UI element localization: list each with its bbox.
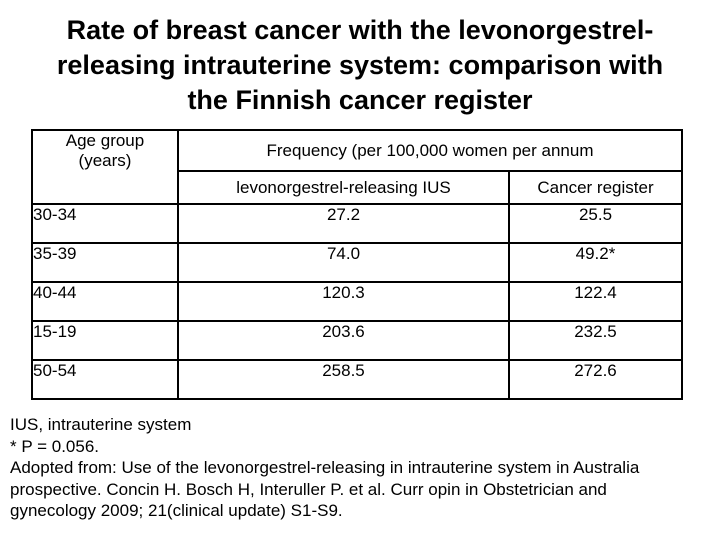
ius-value-cell: 203.6 [177, 320, 510, 361]
slide-title-line: releasing intrauterine system: compariso… [56, 50, 664, 80]
table-row: 30-34 27.2 25.5 [31, 203, 683, 244]
footnote-line: gynecology 2009; 21(clinical update) S1-… [10, 501, 343, 520]
age-cell: 50-54 [31, 359, 179, 400]
register-value-cell: 49.2* [508, 242, 683, 283]
ius-value-cell: 27.2 [177, 203, 510, 244]
table-subheader-row: levonorgestrel-releasing IUS Cancer regi… [32, 170, 683, 205]
table-row: 50-54 258.5 272.6 [31, 359, 683, 400]
table-header-row: Age group (years) Frequency (per 100,000… [31, 129, 683, 205]
slide: Rate of breast cancer with the levonorge… [0, 13, 720, 553]
footnote-line: IUS, intrauterine system [10, 415, 192, 434]
register-value-cell: 122.4 [508, 281, 683, 322]
slide-title-line: Rate of breast cancer with the levonorge… [66, 15, 654, 45]
register-value-cell: 272.6 [508, 359, 683, 400]
register-value-cell: 25.5 [508, 203, 683, 244]
age-group-header-line: Age group [65, 131, 145, 150]
footnotes: IUS, intrauterine system * P = 0.056. Ad… [10, 414, 720, 522]
footnote-line: Adopted from: Use of the levonorgestrel-… [10, 458, 640, 477]
age-group-header-cell: Age group (years) [31, 129, 179, 205]
frequency-header-cell: Frequency (per 100,000 women per annum [177, 129, 683, 172]
age-cell: 40-44 [31, 281, 179, 322]
register-subheader-cell: Cancer register [508, 170, 683, 205]
ius-value-cell: 258.5 [177, 359, 510, 400]
data-table: Age group (years) Frequency (per 100,000… [31, 129, 683, 400]
ius-value-cell: 120.3 [177, 281, 510, 322]
age-cell: 35-39 [31, 242, 179, 283]
ius-subheader-cell: levonorgestrel-releasing IUS [177, 170, 510, 205]
register-value-cell: 232.5 [508, 320, 683, 361]
footnote-line: * P = 0.056. [10, 436, 100, 456]
table-row: 15-19 203.6 232.5 [31, 320, 683, 361]
table-row: 35-39 74.0 49.2* [31, 242, 683, 283]
slide-title-line: the Finnish cancer register [187, 85, 533, 115]
footnote-line: prospective. Concin H. Bosch H, Interull… [10, 479, 607, 499]
age-group-header-line: (years) [78, 151, 132, 170]
ius-value-cell: 74.0 [177, 242, 510, 283]
table-row: 40-44 120.3 122.4 [31, 281, 683, 322]
age-cell: 15-19 [31, 320, 179, 361]
age-cell: 30-34 [31, 203, 179, 244]
slide-title: Rate of breast cancer with the levonorge… [0, 13, 720, 118]
